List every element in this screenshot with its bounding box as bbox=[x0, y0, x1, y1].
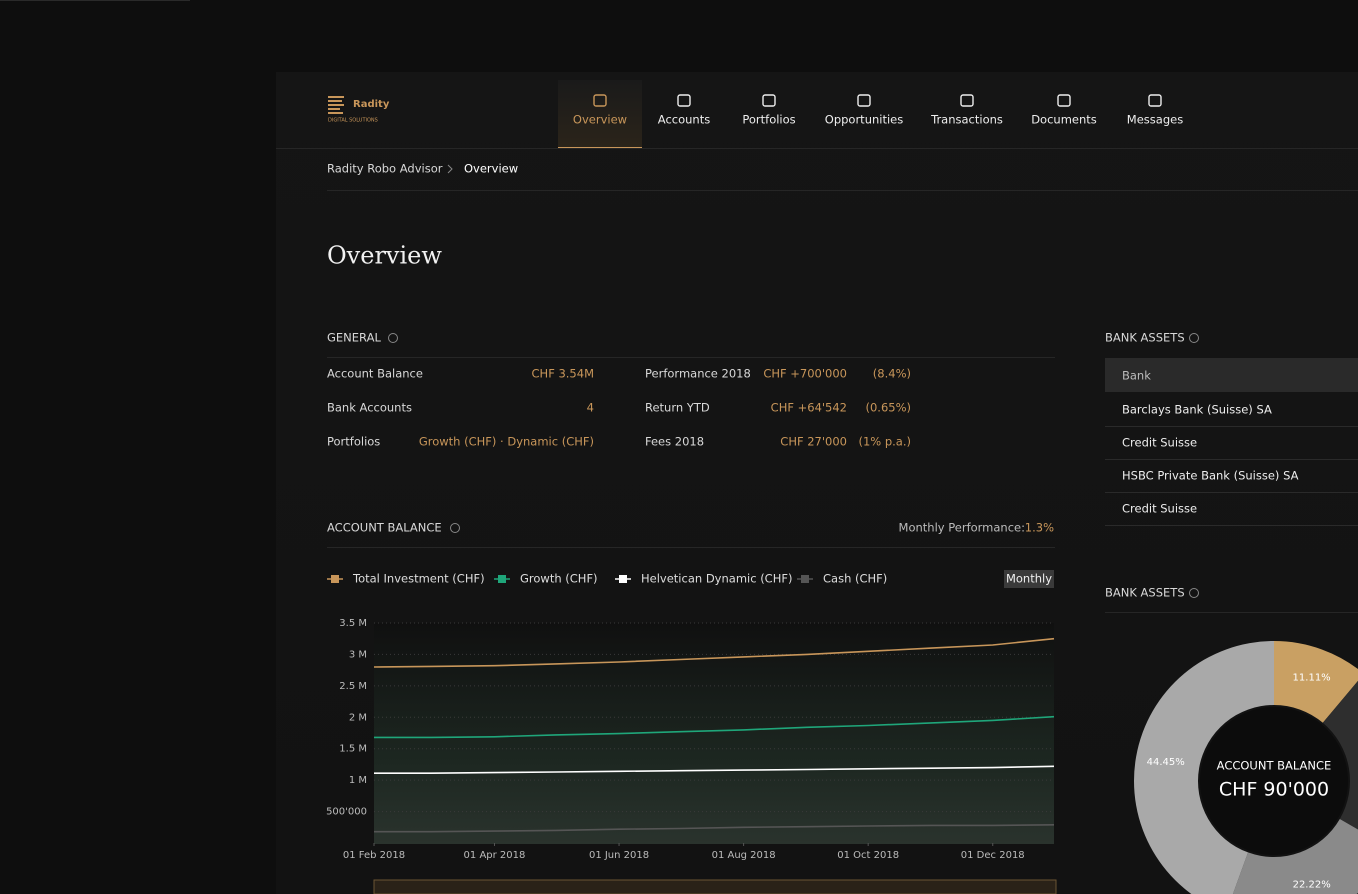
table-cell[interactable]: Credit Suisse bbox=[1122, 502, 1197, 516]
info-label: Return YTD bbox=[645, 401, 710, 415]
legend-label[interactable]: Growth (CHF) bbox=[520, 572, 598, 586]
y-tick-label: 3 M bbox=[349, 649, 367, 660]
x-tick-label: 01 Dec 2018 bbox=[961, 850, 1025, 861]
range-slider[interactable] bbox=[374, 880, 1056, 894]
info-value: 4 bbox=[587, 401, 594, 415]
section-title: GENERAL bbox=[327, 331, 381, 345]
slice-label: 22.22% bbox=[1293, 879, 1331, 890]
info-value: CHF +64'542 bbox=[771, 401, 847, 415]
nav-item[interactable]: Opportunities bbox=[825, 113, 903, 127]
y-tick-label: 2 M bbox=[349, 712, 367, 723]
slice-label: 11.11% bbox=[1293, 673, 1331, 684]
nav-item[interactable]: Documents bbox=[1031, 113, 1097, 127]
y-tick-label: 3.5 M bbox=[339, 618, 367, 629]
info-value: Growth (CHF) · Dynamic (CHF) bbox=[419, 435, 594, 449]
legend-label[interactable]: Helvetican Dynamic (CHF) bbox=[641, 572, 792, 586]
donut-center-value: CHF 90'000 bbox=[1219, 779, 1329, 801]
section-title: ACCOUNT BALANCE bbox=[327, 521, 442, 535]
legend-marker[interactable] bbox=[498, 575, 506, 583]
legend-marker[interactable] bbox=[331, 575, 339, 583]
page-title: Overview bbox=[327, 242, 442, 270]
section-title: BANK ASSETS bbox=[1105, 331, 1185, 345]
x-tick-label: 01 Aug 2018 bbox=[712, 850, 776, 861]
performance-value: 1.3% bbox=[1025, 521, 1054, 535]
plot-background bbox=[374, 623, 1054, 844]
nav-item[interactable]: Transactions bbox=[930, 113, 1003, 127]
legend-marker[interactable] bbox=[801, 575, 809, 583]
performance-label: Monthly Performance: bbox=[899, 521, 1025, 535]
table-cell[interactable]: Barclays Bank (Suisse) SA bbox=[1122, 403, 1272, 417]
info-label: Performance 2018 bbox=[645, 367, 751, 381]
logo-subtext: DIGITAL SOLUTIONS bbox=[328, 118, 378, 124]
nav-item[interactable]: Overview bbox=[573, 113, 627, 127]
period-button[interactable]: Monthly bbox=[1006, 572, 1052, 586]
info-value: CHF 3.54M bbox=[532, 367, 594, 381]
x-tick-label: 01 Oct 2018 bbox=[837, 850, 899, 861]
nav-item[interactable]: Portfolios bbox=[742, 113, 795, 127]
table-cell[interactable]: HSBC Private Bank (Suisse) SA bbox=[1122, 469, 1299, 483]
breadcrumb-current: Overview bbox=[464, 162, 518, 176]
info-value: CHF +700'000 bbox=[763, 367, 847, 381]
x-tick-label: 01 Apr 2018 bbox=[464, 850, 526, 861]
donut-center-label: ACCOUNT BALANCE bbox=[1217, 759, 1332, 773]
slice-label: 44.45% bbox=[1147, 757, 1185, 768]
logo-text: Radity bbox=[353, 99, 390, 110]
section-title: BANK ASSETS bbox=[1105, 586, 1185, 600]
y-tick-label: 500'000 bbox=[326, 807, 367, 818]
legend-marker[interactable] bbox=[619, 575, 627, 583]
info-label: Fees 2018 bbox=[645, 435, 704, 449]
info-label: Bank Accounts bbox=[327, 401, 412, 415]
info-percent: (0.65%) bbox=[865, 401, 911, 415]
info-label: Portfolios bbox=[327, 435, 380, 449]
info-percent: (8.4%) bbox=[873, 367, 911, 381]
nav-item[interactable]: Accounts bbox=[658, 113, 710, 127]
x-tick-label: 01 Feb 2018 bbox=[343, 850, 405, 861]
legend-label[interactable]: Cash (CHF) bbox=[823, 572, 887, 586]
info-percent: (1% p.a.) bbox=[858, 435, 911, 449]
table-header: Bank bbox=[1122, 369, 1151, 383]
nav-item[interactable]: Messages bbox=[1127, 113, 1183, 127]
info-value: CHF 27'000 bbox=[780, 435, 847, 449]
y-tick-label: 1.5 M bbox=[339, 744, 367, 755]
table-cell[interactable]: Credit Suisse bbox=[1122, 436, 1197, 450]
y-tick-label: 1 M bbox=[349, 775, 367, 786]
info-label: Account Balance bbox=[327, 367, 423, 381]
legend-label[interactable]: Total Investment (CHF) bbox=[352, 572, 485, 586]
x-tick-label: 01 Jun 2018 bbox=[589, 850, 649, 861]
breadcrumb-item[interactable]: Radity Robo Advisor bbox=[327, 162, 443, 176]
y-tick-label: 2.5 M bbox=[339, 681, 367, 692]
